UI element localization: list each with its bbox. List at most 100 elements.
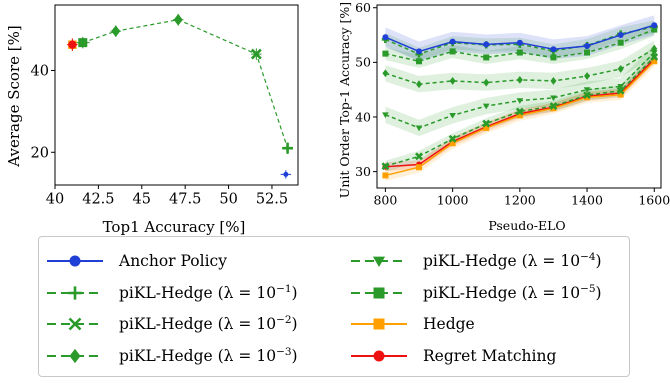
series-point xyxy=(583,87,591,93)
legend-marker xyxy=(69,255,81,267)
legend-label-exponent: −4 xyxy=(580,251,596,263)
series-point xyxy=(516,49,523,56)
legend-label-tail: ) xyxy=(596,284,602,302)
series-point xyxy=(482,119,491,128)
series-point xyxy=(416,58,423,65)
series-point xyxy=(483,41,490,48)
legend-marker xyxy=(373,318,385,330)
series-point xyxy=(483,78,490,87)
legend-entry: piKL-Hedge (λ = 10−4) xyxy=(351,251,602,270)
left-xtick-label: 40 xyxy=(46,192,64,208)
frontier-point xyxy=(111,25,121,38)
series-point xyxy=(550,46,557,53)
legend-label: piKL-Hedge (λ = 10−2) xyxy=(119,314,298,333)
series-point xyxy=(516,75,523,84)
series-point xyxy=(449,38,456,45)
series-point xyxy=(583,91,591,100)
legend-label-exponent: −1 xyxy=(276,283,291,295)
legend-label: piKL-Hedge (λ = 10−3) xyxy=(119,346,298,365)
series-point xyxy=(550,105,557,112)
scatter-point xyxy=(68,40,77,49)
series-point xyxy=(382,112,389,119)
legend-marker xyxy=(372,256,386,268)
legend-entry: Hedge xyxy=(351,315,475,333)
legend-label: Regret Matching xyxy=(423,347,556,365)
legend-label-exponent: −3 xyxy=(276,346,291,358)
left-xtick-label: 47.5 xyxy=(169,192,201,208)
left-plot-frame xyxy=(54,4,299,186)
right-xtick-label: 1600 xyxy=(638,193,670,208)
legend-label-text: piKL-Hedge (λ = 10 xyxy=(119,315,276,333)
series-point xyxy=(617,32,624,39)
legend-label: Anchor Policy xyxy=(118,252,227,270)
legend-entry: Regret Matching xyxy=(351,347,556,365)
series-point xyxy=(651,44,658,53)
legend-label: Hedge xyxy=(423,315,475,333)
legend-entry: piKL-Hedge (λ = 10−2) xyxy=(47,314,298,333)
right-ytick-label: 50 xyxy=(355,55,371,70)
series-point xyxy=(617,65,624,73)
series-point xyxy=(550,95,557,102)
series-line xyxy=(385,26,655,55)
series-point xyxy=(449,77,456,85)
legend-label-text: Regret Matching xyxy=(423,347,556,365)
series-point xyxy=(617,83,624,90)
frontier-point xyxy=(282,142,293,154)
legend-label-text: piKL-Hedge (λ = 10 xyxy=(423,252,580,270)
legend-label-text: Anchor Policy xyxy=(118,252,227,270)
legend: Anchor Policy piKL-Hedge (λ = 10−1) piKL-H… xyxy=(38,236,630,377)
left-xtick-label: 45 xyxy=(133,192,151,208)
left-xtick-label: 42.5 xyxy=(82,192,114,208)
series-point xyxy=(382,69,389,78)
left-ytick-label: 20 xyxy=(31,145,49,161)
scatter-point xyxy=(78,38,87,47)
confidence-band xyxy=(385,23,655,68)
series-point xyxy=(650,50,658,56)
right-ytick-label: 30 xyxy=(355,164,371,179)
series-point xyxy=(449,48,456,55)
series-point xyxy=(584,94,591,101)
series-point xyxy=(516,98,524,104)
legend-label-text: Hedge xyxy=(423,315,475,333)
legend-label-tail: ) xyxy=(292,347,298,365)
series-point xyxy=(515,107,524,116)
series-point xyxy=(382,34,389,41)
series-point xyxy=(415,125,423,132)
series-point xyxy=(483,54,490,61)
legend-entry: piKL-Hedge (λ = 10−3) xyxy=(47,346,298,365)
series-point xyxy=(617,91,624,98)
series-point xyxy=(584,72,591,80)
frontier-line xyxy=(82,19,289,149)
frontier-point xyxy=(173,13,183,26)
series-point xyxy=(550,54,557,61)
legend-marker xyxy=(68,317,82,331)
legend-entry: Anchor Policy xyxy=(47,252,227,270)
series-point xyxy=(415,152,423,161)
right-ytick-label: 40 xyxy=(355,109,371,124)
legend-label-exponent: −5 xyxy=(580,283,595,295)
series-point xyxy=(483,124,490,131)
legend-label-tail: ) xyxy=(292,284,298,302)
left-ytick-label: 40 xyxy=(31,64,49,80)
series-point xyxy=(516,39,523,46)
legend-entry: piKL-Hedge (λ = 10−5) xyxy=(351,283,602,302)
series-point xyxy=(448,134,457,143)
right-xtick-label: 800 xyxy=(373,193,397,208)
series-point xyxy=(617,39,624,46)
series-point xyxy=(449,112,456,119)
series-point xyxy=(382,50,389,57)
series-point xyxy=(381,162,390,171)
left-xtick-label: 52.5 xyxy=(256,192,288,208)
legend-label: piKL-Hedge (λ = 10−4) xyxy=(423,251,602,270)
right-xlabel: Pseudo-ELO xyxy=(488,218,565,233)
series-point xyxy=(584,42,591,49)
series-point xyxy=(482,103,490,110)
series-point xyxy=(651,22,658,29)
left-scatter-chart: Average Score [%] Top1 Accuracy [%] 40 42… xyxy=(5,4,299,236)
frontier-point xyxy=(250,48,262,60)
left-xtick-label: 50 xyxy=(219,192,237,208)
right-ylabel: Unit Order Top-1 Accuracy [%] xyxy=(337,2,352,198)
right-xtick-label: 1200 xyxy=(504,193,536,208)
left-xlabel: Top1 Accuracy [%] xyxy=(103,218,246,236)
